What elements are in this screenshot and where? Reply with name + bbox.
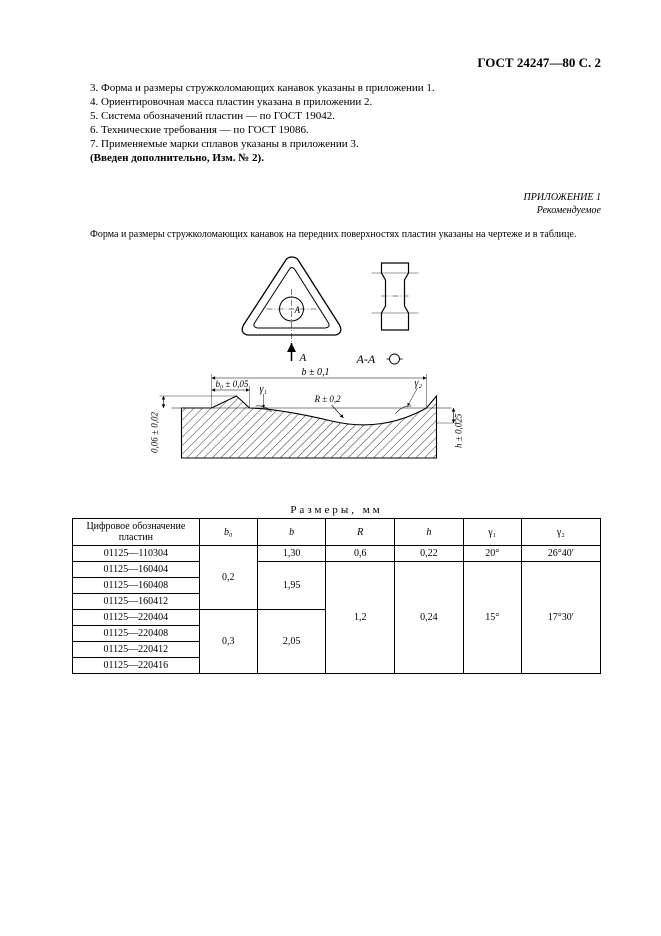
- col-b: b: [257, 519, 326, 546]
- cell-designation: 01125—220416: [73, 658, 200, 674]
- technical-drawing: А A А-А: [72, 248, 601, 498]
- col-h: h: [395, 519, 464, 546]
- dimensions-table: Цифровое обозначение пластин b₀ b R h γ₁…: [72, 518, 601, 674]
- cell-designation: 01125—220404: [73, 610, 200, 626]
- svg-text:A: A: [294, 305, 301, 315]
- cell-g2: 17°30′: [521, 562, 600, 674]
- label-b: b ± 0,1: [302, 367, 330, 378]
- cell-b: 1,95: [257, 562, 326, 610]
- appendix-intro: Форма и размеры стружколомающих канавок …: [72, 229, 601, 240]
- col-g1: γ₁: [463, 519, 521, 546]
- label-arrow-a: А: [299, 352, 307, 364]
- para-6: 6. Технические требования — по ГОСТ 1908…: [72, 123, 601, 137]
- cell-designation: 01125—220408: [73, 626, 200, 642]
- cell-b0: 0,2: [199, 546, 257, 610]
- para-8: (Введен дополнительно, Изм. № 2).: [72, 151, 601, 165]
- cell-r: 0,6: [326, 546, 395, 562]
- cell-b0: 0,3: [199, 610, 257, 674]
- table-row: 01125—110304 0,2 1,30 0,6 0,22 20° 26°40…: [73, 546, 601, 562]
- cell-g1: 15°: [463, 562, 521, 674]
- cell-r: 1,2: [326, 562, 395, 674]
- para-7: 7. Применяемые марки сплавов указаны в п…: [72, 137, 601, 151]
- para-4: 4. Ориентировочная масса пластин указана…: [72, 95, 601, 109]
- label-r: R ± 0,2: [314, 394, 342, 404]
- triangle-insert-icon: А A: [242, 257, 341, 364]
- cell-designation: 01125—160412: [73, 594, 200, 610]
- table-row: 01125—160404 1,95 1,2 0,24 15° 17°30′: [73, 562, 601, 578]
- svg-text:А-А: А-А: [356, 352, 376, 366]
- section-aa-label: А-А: [356, 352, 403, 366]
- col-r: R: [326, 519, 395, 546]
- col-designation: Цифровое обозначение пластин: [73, 519, 200, 546]
- cell-h: 0,22: [395, 546, 464, 562]
- cell-b: 2,05: [257, 610, 326, 674]
- cell-designation: 01125—160404: [73, 562, 200, 578]
- cell-designation: 01125—110304: [73, 546, 200, 562]
- appendix-heading: ПРИЛОЖЕНИЕ 1 Рекомендуемое: [72, 191, 601, 217]
- table-title: Размеры, мм: [72, 504, 601, 516]
- col-b0: b₀: [199, 519, 257, 546]
- side-profile-icon: [372, 263, 419, 330]
- cell-designation: 01125—220412: [73, 642, 200, 658]
- cell-b: 1,30: [257, 546, 326, 562]
- cell-designation: 01125—160408: [73, 578, 200, 594]
- body-text-block: 3. Форма и размеры стружколомающих канав…: [72, 81, 601, 165]
- label-gamma1: γ₁: [260, 384, 267, 395]
- label-right-dim: h ± 0,025: [454, 414, 464, 449]
- label-b0: b₀ ± 0,05: [216, 379, 249, 389]
- col-g2: γ₂: [521, 519, 600, 546]
- cell-g1: 20°: [463, 546, 521, 562]
- para-3: 3. Форма и размеры стружколомающих канав…: [72, 81, 601, 95]
- page-header: ГОСТ 24247—80 С. 2: [72, 55, 601, 71]
- table-header-row: Цифровое обозначение пластин b₀ b R h γ₁…: [73, 519, 601, 546]
- groove-section-icon: b ± 0,1 b₀ ± 0,05 γ₁ R ± 0,2 γ₂: [150, 367, 464, 458]
- appendix-title: ПРИЛОЖЕНИЕ 1: [72, 191, 601, 204]
- label-left-dim: 0,06 ± 0,02: [150, 412, 160, 453]
- drawing-svg: А A А-А: [72, 248, 601, 498]
- para-5: 5. Система обозначений пластин — по ГОСТ…: [72, 109, 601, 123]
- appendix-subtitle: Рекомендуемое: [72, 204, 601, 217]
- cell-g2: 26°40′: [521, 546, 600, 562]
- label-gamma2: γ₂: [415, 378, 423, 389]
- cell-h: 0,24: [395, 562, 464, 674]
